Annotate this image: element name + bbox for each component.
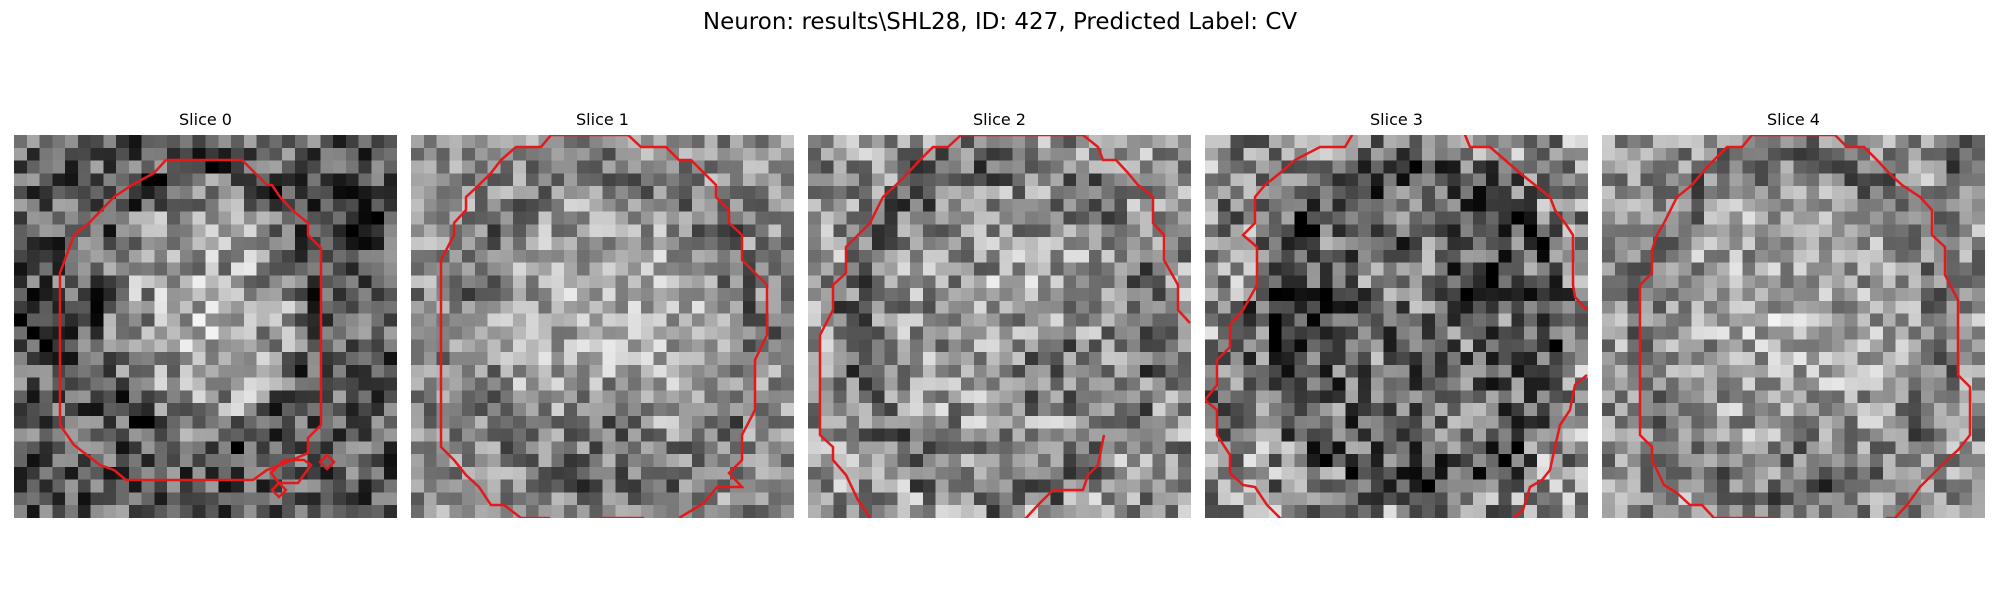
slice-title-2: Slice 2: [973, 110, 1026, 129]
slice-image-0: [14, 135, 397, 518]
slice-panel-4: Slice 4: [1602, 110, 1985, 518]
cell-contour: [1024, 434, 1106, 518]
contour-overlay-4: [1638, 135, 1972, 518]
slice-title-3: Slice 3: [1370, 110, 1423, 129]
artifact-contour: [270, 481, 288, 499]
cell-contour: [1511, 374, 1588, 518]
slice-panel-1: Slice 1: [411, 110, 794, 518]
cell-contour: [58, 158, 323, 482]
cell-contour: [919, 135, 1191, 324]
slice-image-2: [808, 135, 1191, 518]
slice-title-4: Slice 4: [1767, 110, 1820, 129]
cell-contour: [818, 159, 921, 518]
cell-contour: [1463, 135, 1588, 311]
cell-contour: [1205, 135, 1354, 518]
slice-image-3: [1205, 135, 1588, 518]
artifact-contour: [318, 453, 336, 471]
slice-panel-0: Slice 0: [14, 110, 397, 518]
slice-panel-3: Slice 3: [1205, 110, 1588, 518]
contour-overlay-0: [58, 158, 336, 499]
cell-contour: [1638, 159, 1774, 518]
artifact-contour: [269, 458, 313, 485]
slice-image-1: [411, 135, 794, 518]
slice-title-1: Slice 1: [576, 110, 629, 129]
figure-title: Neuron: results\SHL28, ID: 427, Predicte…: [702, 9, 1298, 35]
contour-overlay-1: [439, 135, 769, 518]
cell-contour: [439, 135, 569, 518]
contour-overlay-3: [1205, 135, 1588, 518]
slice-panel-2: Slice 2: [808, 110, 1191, 518]
slice-title-0: Slice 0: [179, 110, 232, 129]
contour-overlay-2: [818, 135, 1191, 518]
cell-contour: [1713, 135, 1972, 518]
cell-contour: [569, 135, 769, 518]
